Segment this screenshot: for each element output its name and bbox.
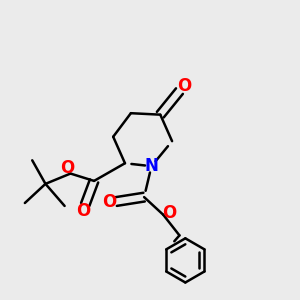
Text: O: O [162,204,176,222]
Text: O: O [103,193,117,211]
Text: O: O [178,77,192,95]
Text: O: O [76,202,90,220]
Text: N: N [145,157,158,175]
Text: O: O [60,159,74,177]
